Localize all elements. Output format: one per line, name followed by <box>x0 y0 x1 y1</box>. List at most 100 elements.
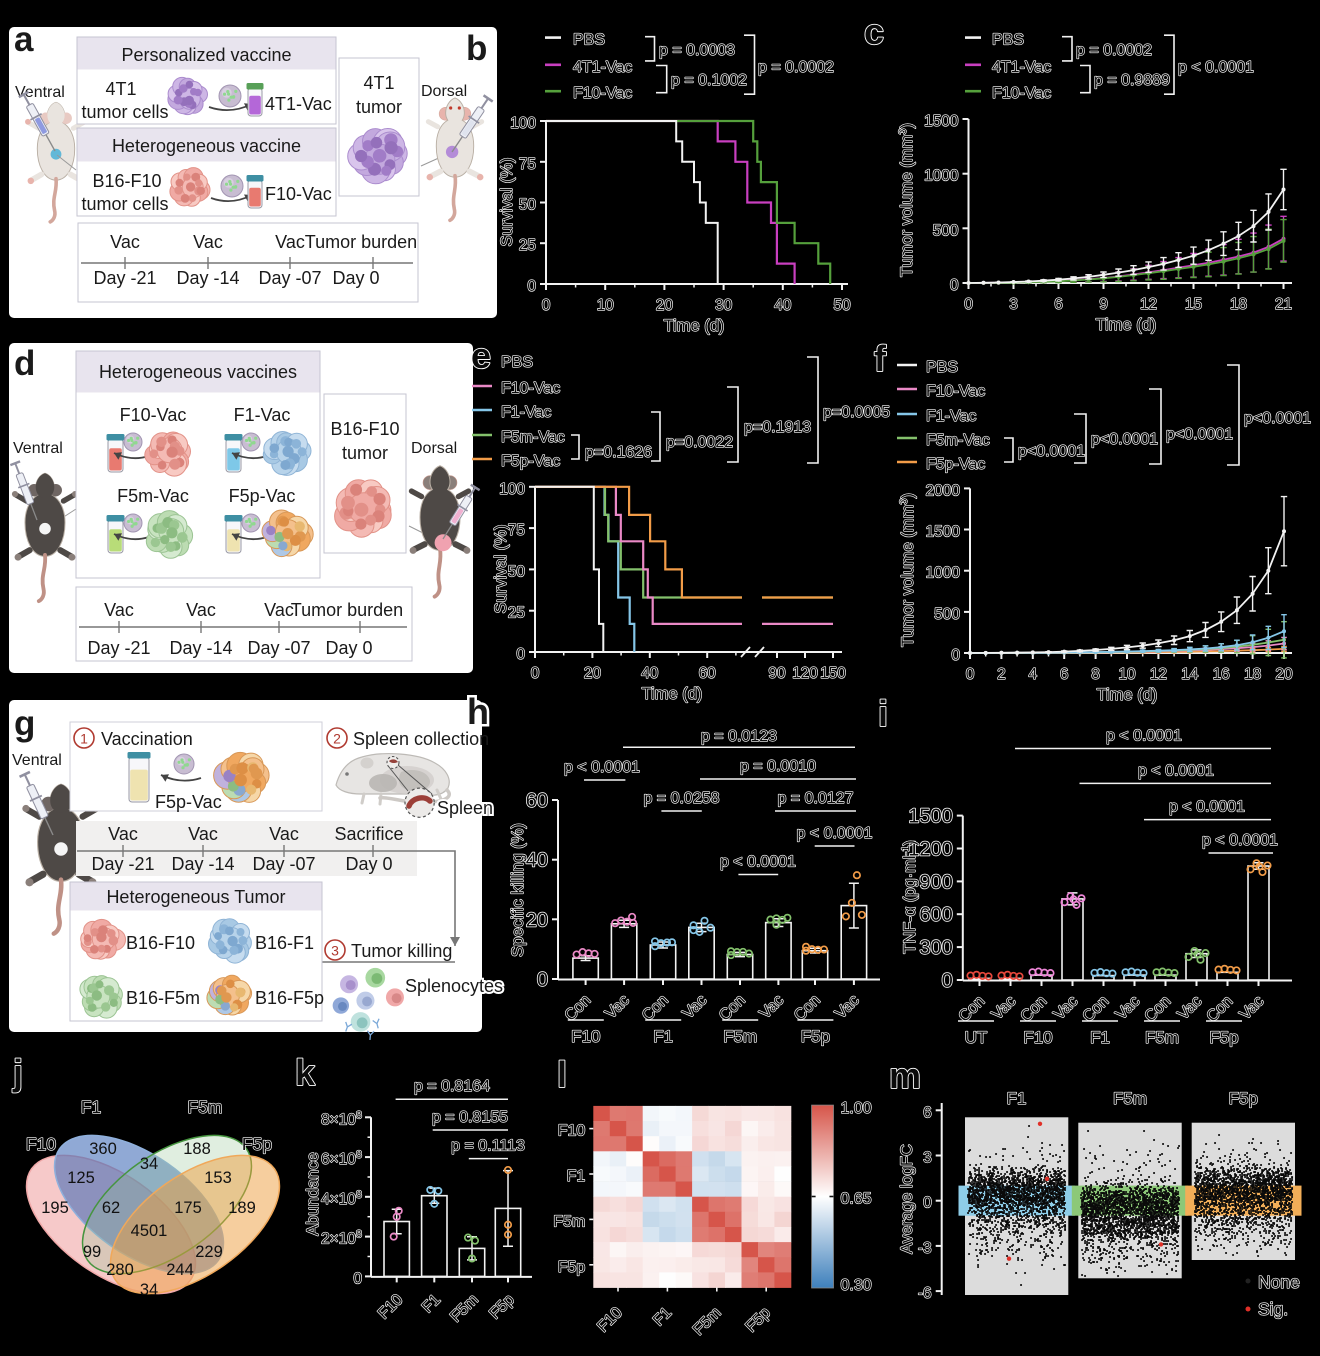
svg-text:F10-Vac: F10-Vac <box>501 380 560 397</box>
svg-text:p < 0.0001: p < 0.0001 <box>720 854 796 871</box>
svg-text:188: 188 <box>183 1140 211 1158</box>
svg-text:1500: 1500 <box>924 113 959 130</box>
svg-text:F5m: F5m <box>690 1304 725 1339</box>
svg-text:F1: F1 <box>419 1291 444 1316</box>
svg-text:Ventral: Ventral <box>13 440 63 457</box>
svg-text:b: b <box>466 29 487 68</box>
svg-text:UT: UT <box>965 1028 988 1047</box>
svg-text:F5p: F5p <box>1229 1089 1258 1108</box>
svg-text:Vac: Vac <box>1175 993 1206 1024</box>
svg-text:62: 62 <box>102 1199 120 1217</box>
svg-text:Specific killing (%): Specific killing (%) <box>509 823 527 957</box>
svg-text:F1: F1 <box>650 1304 675 1329</box>
svg-text:60: 60 <box>699 665 717 682</box>
svg-text:Tumor volume (mm3): Tumor volume (mm3) <box>897 123 916 277</box>
svg-text:F5p: F5p <box>558 1259 586 1276</box>
svg-text:Day -14: Day -14 <box>176 268 239 288</box>
svg-text:Vac: Vac <box>602 992 633 1023</box>
svg-text:F5m: F5m <box>447 1291 482 1326</box>
svg-text:Vac: Vac <box>188 824 218 844</box>
svg-text:p=0.1626: p=0.1626 <box>585 444 652 461</box>
svg-text:Day -21: Day -21 <box>93 268 156 288</box>
svg-text:Average logFC: Average logFC <box>898 1144 916 1254</box>
svg-text:Vac: Vac <box>989 993 1020 1024</box>
svg-text:Day -07: Day -07 <box>252 854 315 874</box>
svg-text:F5m: F5m <box>553 1213 585 1230</box>
svg-text:Splenocytes: Splenocytes <box>405 976 503 996</box>
svg-text:Vac: Vac <box>1113 993 1144 1024</box>
svg-text:F5m: F5m <box>188 1097 223 1117</box>
svg-text:F5m-Vac: F5m-Vac <box>501 429 565 446</box>
svg-text:Vac: Vac <box>104 600 134 620</box>
svg-text:0: 0 <box>951 647 960 664</box>
svg-text:4: 4 <box>1028 666 1037 683</box>
svg-text:tumor: tumor <box>342 443 388 463</box>
svg-text:75: 75 <box>519 156 536 173</box>
svg-text:Tumor volume (mm3): Tumor volume (mm3) <box>898 493 917 647</box>
svg-text:F5p-Vac: F5p-Vac <box>229 486 296 506</box>
svg-text:p < 0.0001: p < 0.0001 <box>1202 832 1278 849</box>
svg-text:F5p: F5p <box>743 1304 775 1336</box>
svg-text:j: j <box>12 1052 23 1093</box>
svg-text:2000: 2000 <box>926 482 961 499</box>
svg-text:1500: 1500 <box>908 806 953 828</box>
svg-text:-3: -3 <box>918 1240 932 1257</box>
svg-text:Vac: Vac <box>108 824 138 844</box>
svg-text:150: 150 <box>820 665 846 682</box>
svg-text:p<0.0001: p<0.0001 <box>1166 426 1233 443</box>
svg-text:21: 21 <box>1275 296 1292 313</box>
svg-text:4×108: 4×108 <box>321 1189 362 1208</box>
svg-text:l: l <box>557 1054 567 1095</box>
svg-text:14: 14 <box>1181 666 1199 683</box>
svg-text:30: 30 <box>715 297 733 314</box>
svg-text:p < 0.0001: p < 0.0001 <box>796 825 872 842</box>
svg-text:Day -14: Day -14 <box>171 854 234 874</box>
svg-text:Vaccination: Vaccination <box>101 729 193 749</box>
svg-text:6: 6 <box>1060 666 1069 683</box>
svg-text:Sacrifice: Sacrifice <box>334 824 403 844</box>
svg-text:p = 0.9889: p = 0.9889 <box>1094 72 1170 89</box>
svg-text:20: 20 <box>584 665 602 682</box>
svg-text:m: m <box>889 1055 921 1096</box>
svg-text:Day -21: Day -21 <box>91 854 154 874</box>
svg-text:F1-Vac: F1-Vac <box>501 404 551 421</box>
svg-text:B16-F1: B16-F1 <box>255 933 314 953</box>
svg-text:p = 0.0258: p = 0.0258 <box>643 790 719 807</box>
svg-text:6: 6 <box>923 1104 932 1121</box>
svg-text:F10: F10 <box>1023 1028 1052 1047</box>
svg-text:TNF-α (pg·ml-1): TNF-α (pg·ml-1) <box>900 840 919 954</box>
svg-text:0: 0 <box>516 646 525 663</box>
svg-text:0.30: 0.30 <box>841 1277 872 1294</box>
svg-text:PBS: PBS <box>926 359 958 376</box>
svg-text:25: 25 <box>519 237 536 254</box>
svg-text:Vac: Vac <box>110 232 140 252</box>
svg-text:F1: F1 <box>653 1027 673 1046</box>
svg-text:900: 900 <box>919 871 952 893</box>
svg-text:4501: 4501 <box>131 1222 168 1240</box>
svg-text:500: 500 <box>934 606 960 623</box>
svg-text:0: 0 <box>923 1195 932 1212</box>
svg-text:PBS: PBS <box>992 32 1024 49</box>
svg-text:PBS: PBS <box>501 354 533 371</box>
svg-text:75: 75 <box>508 522 525 539</box>
svg-text:Day -07: Day -07 <box>247 638 310 658</box>
svg-text:280: 280 <box>106 1261 134 1279</box>
svg-text:229: 229 <box>195 1243 223 1261</box>
svg-text:p = 0.8155: p = 0.8155 <box>432 1109 508 1126</box>
svg-text:Vac: Vac <box>1051 993 1082 1024</box>
svg-text:i: i <box>878 693 888 734</box>
svg-text:Vac: Vac <box>1237 993 1268 1024</box>
svg-text:tumor cells: tumor cells <box>81 102 168 122</box>
svg-text:16: 16 <box>1213 666 1230 683</box>
svg-text:50: 50 <box>833 297 851 314</box>
svg-text:0: 0 <box>950 277 959 294</box>
svg-text:20: 20 <box>656 297 674 314</box>
svg-text:10: 10 <box>1118 666 1136 683</box>
svg-text:F5p: F5p <box>242 1134 272 1154</box>
svg-text:3: 3 <box>1009 296 1018 313</box>
svg-text:18: 18 <box>1244 666 1261 683</box>
svg-text:1: 1 <box>80 731 88 747</box>
svg-text:None: None <box>1258 1272 1300 1292</box>
svg-text:Spleen collection: Spleen collection <box>353 729 489 749</box>
svg-text:g: g <box>14 704 35 743</box>
